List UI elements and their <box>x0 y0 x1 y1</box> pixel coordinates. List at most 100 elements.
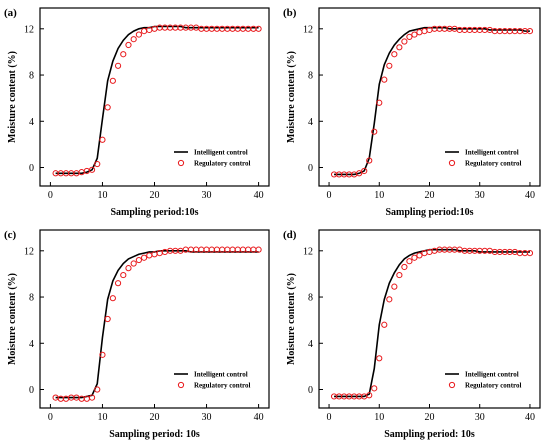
data-point <box>371 128 378 135</box>
x-tick-label: 20 <box>425 412 435 423</box>
panel-label: (d) <box>283 229 297 241</box>
legend-label: Regulatory control <box>465 160 521 168</box>
x-axis-title: Sampling period: 10s <box>109 429 200 440</box>
y-tick-label: 4 <box>308 117 313 128</box>
data-point <box>120 271 127 279</box>
data-point <box>94 386 101 393</box>
x-axis-title: Sampling period:10s <box>110 207 198 218</box>
legend-label: Regulatory control <box>465 382 521 390</box>
data-point <box>255 246 262 253</box>
legend-circle-swatch <box>448 381 456 389</box>
data-point <box>140 28 148 35</box>
x-tick-label: 0 <box>48 412 53 423</box>
data-point <box>88 166 96 173</box>
x-axis-title: Sampling period:10s <box>385 207 473 218</box>
x-tick-label: 20 <box>150 190 160 201</box>
x-tick-label: 10 <box>374 190 384 201</box>
x-tick-label: 0 <box>48 190 53 201</box>
data-point <box>135 256 142 264</box>
y-tick-label: 12 <box>24 24 34 35</box>
y-tick-label: 4 <box>29 339 34 350</box>
data-point <box>391 51 398 58</box>
data-point <box>146 252 153 259</box>
series-regulatory-control <box>330 246 534 400</box>
x-tick-label: 10 <box>374 412 384 423</box>
y-tick-label: 8 <box>29 293 34 304</box>
panel-label: (b) <box>283 7 297 19</box>
y-tick-label: 12 <box>303 246 313 257</box>
series-line <box>55 250 259 399</box>
data-point <box>361 167 368 175</box>
data-point <box>406 33 413 40</box>
data-point <box>130 36 137 43</box>
x-tick-label: 0 <box>327 412 332 423</box>
y-tick-label: 0 <box>29 163 34 174</box>
panel-label: (a) <box>4 7 17 19</box>
chart-panel-1: (a) 0 10 20 30 40 0 4 8 12 Sampling period:10s Mois… <box>4 7 270 218</box>
data-point <box>104 315 111 323</box>
y-tick-label: 8 <box>308 71 313 82</box>
x-tick-label: 40 <box>525 412 535 423</box>
y-axis-title: Moisture content (%) <box>286 51 297 143</box>
data-point <box>526 28 534 35</box>
data-point <box>386 296 393 303</box>
data-point <box>125 41 132 49</box>
series-intelligent-control <box>55 250 259 399</box>
series-regulatory-control <box>52 24 262 177</box>
data-point <box>421 28 428 35</box>
y-tick-label: 12 <box>24 246 34 257</box>
chart-panel-2: (b) 0 10 20 30 40 0 4 8 12 Sampling period:10s Mois… <box>283 7 541 218</box>
data-point <box>401 38 408 45</box>
data-point <box>386 62 393 69</box>
data-point <box>381 321 388 328</box>
data-point <box>376 99 383 106</box>
x-axis-title: Sampling period: 10s <box>384 429 475 440</box>
y-axis-title: Moisture content (%) <box>7 51 18 143</box>
x-tick-label: 40 <box>254 412 264 423</box>
data-point <box>140 254 148 261</box>
data-point <box>125 265 132 272</box>
legend-circle-swatch <box>448 159 456 167</box>
y-axis-title: Moisture content (%) <box>286 273 297 365</box>
data-point <box>99 351 106 358</box>
data-point <box>401 263 408 271</box>
x-tick-label: 20 <box>425 190 435 201</box>
data-point <box>114 280 122 287</box>
legend: Intelligent control Regulatory control <box>445 149 521 168</box>
legend-circle-swatch <box>177 159 185 167</box>
x-tick-label: 30 <box>475 412 485 423</box>
data-point <box>411 31 418 38</box>
y-axis-title: Moisture content (%) <box>7 273 18 365</box>
x-tick-label: 30 <box>202 190 212 201</box>
data-point <box>376 355 383 362</box>
legend: Intelligent control Regulatory control <box>174 371 250 390</box>
data-point <box>255 25 262 32</box>
y-tick-label: 8 <box>29 71 34 82</box>
data-point <box>381 76 388 83</box>
legend-label: Intelligent control <box>194 149 248 157</box>
data-point <box>371 385 378 392</box>
x-tick-label: 40 <box>525 190 535 201</box>
panel-label: (c) <box>4 229 17 241</box>
series-regulatory-control <box>52 246 262 402</box>
data-point <box>99 136 106 143</box>
series-regulatory-control <box>330 25 534 178</box>
data-point <box>406 258 413 265</box>
data-point <box>88 394 96 401</box>
x-tick-label: 30 <box>475 190 485 201</box>
x-tick-label: 10 <box>97 190 107 201</box>
data-point <box>114 62 122 69</box>
y-tick-label: 4 <box>308 339 313 350</box>
data-point <box>396 271 403 279</box>
legend-label: Regulatory control <box>194 160 250 168</box>
data-point <box>416 29 423 36</box>
legend: Intelligent control Regulatory control <box>445 371 521 390</box>
data-point <box>396 44 403 51</box>
y-tick-label: 8 <box>308 293 313 304</box>
data-point <box>356 170 363 177</box>
y-tick-label: 0 <box>308 163 313 174</box>
data-point <box>94 160 101 168</box>
x-tick-label: 30 <box>202 412 212 423</box>
data-point <box>135 31 142 38</box>
